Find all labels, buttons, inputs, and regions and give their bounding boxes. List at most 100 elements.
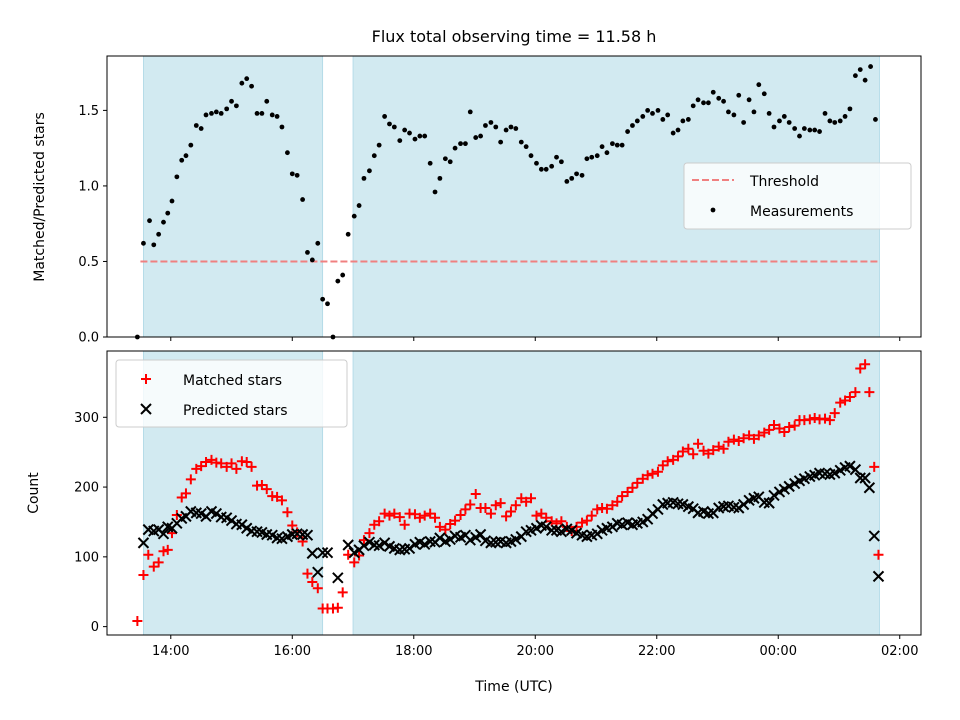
measurement-point xyxy=(832,120,838,125)
top-legend-box xyxy=(683,162,912,230)
measurement-point xyxy=(294,172,300,178)
measurement-point xyxy=(233,103,239,109)
measurement-point xyxy=(812,127,818,133)
predicted-stars-point xyxy=(555,526,568,538)
predicted-stars-point xyxy=(464,534,476,546)
measurement-point xyxy=(402,127,408,133)
x-tick-label: 00:00 xyxy=(760,644,797,659)
measurement-point xyxy=(493,124,499,130)
measurement-point xyxy=(300,197,306,202)
matched-stars-point xyxy=(779,426,790,437)
measurement-point xyxy=(543,166,549,172)
matched-stars-point xyxy=(180,488,191,499)
matched-stars-point xyxy=(789,420,800,431)
matched-stars-point xyxy=(440,524,451,535)
matched-stars-point xyxy=(632,477,643,488)
measurement-point xyxy=(239,80,245,86)
measurement-point xyxy=(574,171,579,177)
measurement-point xyxy=(463,141,468,147)
measurement-point xyxy=(513,126,519,131)
matched-stars-point xyxy=(364,528,375,539)
matched-stars-point xyxy=(617,491,628,502)
matched-stars-point xyxy=(349,557,360,568)
matched-stars-point xyxy=(873,549,884,560)
matched-stars-point xyxy=(612,496,623,507)
matched-stars-point xyxy=(379,508,390,519)
measurement-point xyxy=(156,231,162,237)
x-tick-label: 22:00 xyxy=(638,644,675,659)
x-tick-label: 02:00 xyxy=(881,644,918,659)
measurement-point xyxy=(650,111,655,116)
matched-stars-point xyxy=(835,397,846,408)
matched-stars-point xyxy=(246,461,257,472)
measurement-point xyxy=(746,97,752,103)
matched-stars-point xyxy=(465,499,476,510)
predicted-stars-point xyxy=(844,460,856,472)
legend-predicted-swatch xyxy=(140,403,152,415)
measurement-point xyxy=(741,120,747,125)
measurement-point xyxy=(213,109,219,115)
predicted-stars-point xyxy=(342,539,354,551)
measurement-point xyxy=(371,153,377,159)
measurement-point xyxy=(807,127,813,133)
matched-stars-point xyxy=(764,424,775,435)
measurement-point xyxy=(397,138,403,144)
predicted-stars-point xyxy=(157,528,170,540)
measurement-point xyxy=(705,100,711,106)
matched-stars-point xyxy=(389,508,400,519)
matched-stars-point xyxy=(132,616,143,627)
x-tick-label: 14:00 xyxy=(152,644,189,659)
predicted-stars-point xyxy=(854,472,866,484)
measurement-point xyxy=(427,160,433,166)
measurement-point xyxy=(356,203,362,208)
matched-stars-point xyxy=(332,602,343,613)
matched-stars-point xyxy=(501,511,512,522)
measurement-point xyxy=(594,153,600,159)
measurement-point xyxy=(269,112,275,118)
matched-stars-point xyxy=(185,474,196,485)
measurement-point xyxy=(534,160,539,166)
predicted-stars-point xyxy=(763,497,775,509)
measurement-point xyxy=(503,127,509,133)
measurement-point xyxy=(432,189,438,195)
measurement-point xyxy=(498,139,504,145)
matched-stars-point xyxy=(860,359,871,370)
measurement-point xyxy=(766,111,772,116)
matched-stars-point xyxy=(753,430,764,441)
measurement-point xyxy=(716,95,722,101)
measurement-point xyxy=(183,153,189,159)
measurement-point xyxy=(188,142,194,148)
matched-stars-point xyxy=(531,510,542,521)
measurement-point xyxy=(701,100,706,106)
measurement-point xyxy=(285,150,290,156)
measurement-point xyxy=(640,114,646,119)
matched-stars-point xyxy=(647,468,658,479)
top-y-tick-label: 1.0 xyxy=(78,179,99,194)
measurement-point xyxy=(731,112,737,118)
predicted-stars-point xyxy=(868,530,880,542)
predicted-stars-point xyxy=(510,533,522,546)
measurement-point xyxy=(452,145,458,151)
measurement-point xyxy=(695,97,701,103)
measurement-point xyxy=(289,171,295,177)
measurement-point xyxy=(558,159,564,165)
measurement-point xyxy=(792,126,798,131)
matched-stars-point xyxy=(804,414,815,425)
measurement-point xyxy=(151,242,157,248)
legend-predicted-label: Predicted stars xyxy=(183,403,288,419)
measurement-point xyxy=(538,166,544,172)
matched-stars-point xyxy=(844,392,855,403)
measurement-point xyxy=(254,111,260,116)
matched-stars-point xyxy=(282,507,293,518)
measurement-point xyxy=(203,112,209,118)
measurement-point xyxy=(777,118,782,124)
measurement-point xyxy=(391,124,397,130)
measurement-point xyxy=(335,278,341,284)
measurement-point xyxy=(467,109,473,115)
measurement-point xyxy=(630,123,635,128)
measurement-point xyxy=(756,82,762,88)
measurement-point xyxy=(279,124,285,130)
x-tick-label: 16:00 xyxy=(274,644,311,659)
matched-stars-point xyxy=(688,449,699,460)
x-tick-label: 18:00 xyxy=(395,644,432,659)
